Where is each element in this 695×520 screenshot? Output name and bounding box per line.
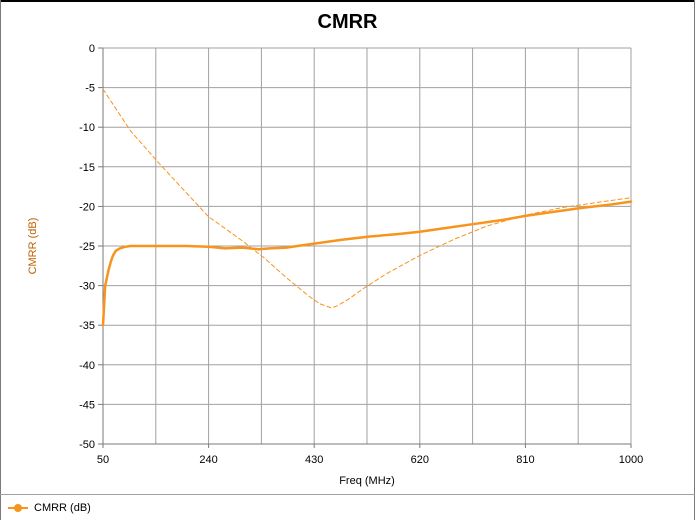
x-tick-label: 50	[97, 454, 109, 466]
legend-label: CMRR (dB)	[34, 502, 91, 514]
legend: CMRR (dB)	[8, 500, 91, 516]
y-tick-label: -10	[79, 122, 95, 134]
x-tick-label: 430	[305, 454, 323, 466]
y-tick-label: -35	[79, 320, 95, 332]
left-border	[0, 0, 1, 520]
y-tick-label: -15	[79, 162, 95, 174]
y-tick-label: -25	[79, 241, 95, 253]
x-tick-label: 810	[516, 454, 534, 466]
series-line-cmrr	[101, 200, 633, 327]
top-border	[0, 0, 695, 2]
y-tick-label: -40	[79, 360, 95, 372]
x-axis-label: Freq (MHz)	[339, 475, 395, 487]
legend-swatch-icon	[8, 503, 28, 513]
y-axis-label: CMRR (dB)	[27, 218, 39, 275]
y-tick-label: -45	[79, 399, 95, 411]
y-tick-label: -30	[79, 281, 95, 293]
y-tick-label: -5	[85, 83, 95, 95]
legend-separator	[0, 494, 695, 495]
chart-title: CMRR	[317, 11, 378, 33]
x-tick-label: 620	[411, 454, 429, 466]
series-line-dashed	[102, 88, 632, 309]
x-tick-label: 1000	[619, 454, 643, 466]
y-tick-label: -50	[79, 439, 95, 451]
y-tick-label: -20	[79, 201, 95, 213]
x-tick-label: 240	[199, 454, 217, 466]
y-tick-label: 0	[89, 43, 95, 55]
